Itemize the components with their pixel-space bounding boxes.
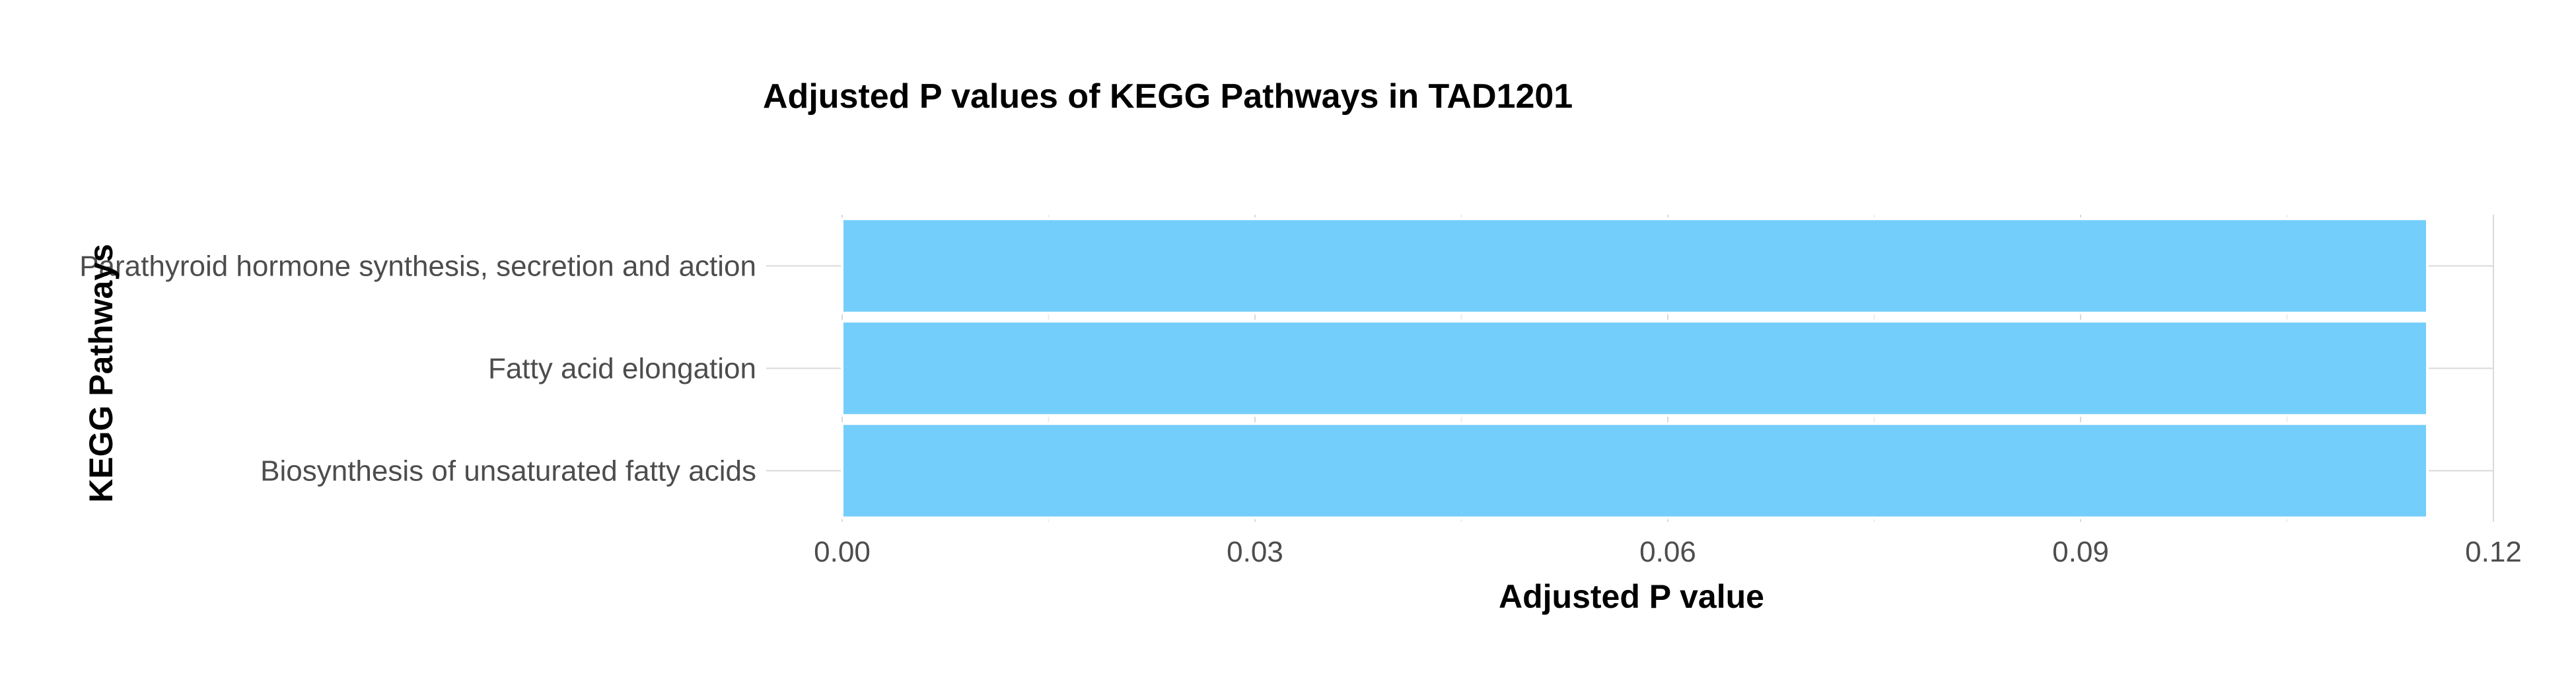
- x-tick-label: 0.12: [2465, 536, 2522, 568]
- bar: [841, 422, 2429, 519]
- bar: [841, 320, 2429, 417]
- chart-title: Adjusted P values of KEGG Pathways in TA…: [763, 77, 1573, 116]
- x-tick-label: 0.06: [1639, 536, 1696, 568]
- x-tick-labels: 0.00 0.03 0.06 0.09 0.12: [814, 536, 2522, 568]
- category-label: Parathyroid hormone synthesis, secretion…: [79, 250, 756, 283]
- bar-layer: [841, 217, 2429, 519]
- x-tick-label: 0.09: [2052, 536, 2109, 568]
- y-axis-title: KEGG Pathways: [83, 244, 120, 503]
- bar: [841, 217, 2429, 314]
- category-labels: Parathyroid hormone synthesis, secretion…: [79, 250, 756, 488]
- category-label: Biosynthesis of unsaturated fatty acids: [260, 455, 756, 488]
- x-axis-title: Adjusted P value: [1499, 578, 1764, 615]
- category-label: Fatty acid elongation: [488, 353, 756, 385]
- x-tick-label: 0.03: [1227, 536, 1283, 568]
- x-tick-label: 0.00: [814, 536, 871, 568]
